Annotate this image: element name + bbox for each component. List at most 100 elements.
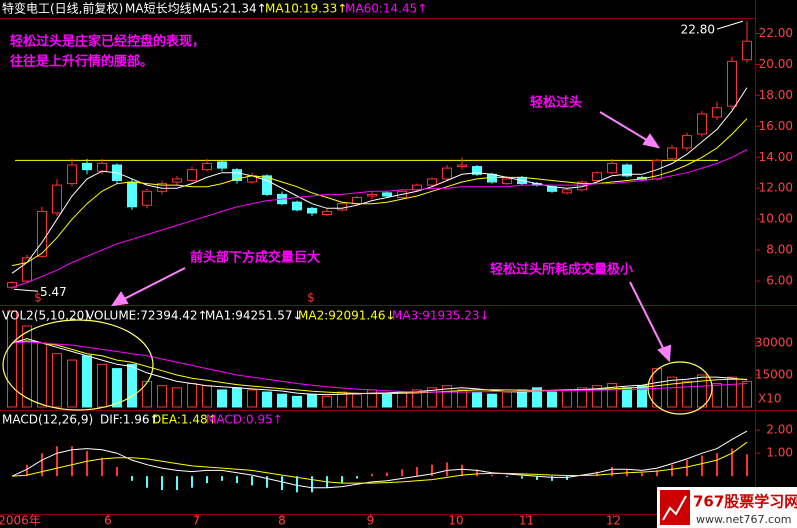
candle-body xyxy=(727,60,737,107)
candle-body xyxy=(97,162,107,172)
candle-body xyxy=(577,181,587,191)
ma-line xyxy=(11,338,748,396)
volume-bar xyxy=(742,380,752,408)
x-tick-label: 11 xyxy=(519,514,534,528)
candle-body xyxy=(562,189,572,194)
volume-bar xyxy=(457,389,467,408)
candle-body xyxy=(742,40,752,61)
volume-bar xyxy=(112,368,122,408)
legend-entry: MA60:14.45↑ xyxy=(345,2,427,16)
candle-body xyxy=(667,147,677,160)
volume-bar xyxy=(607,383,617,408)
legend-entry: MA10:19.33↑ xyxy=(265,2,347,16)
candle-body xyxy=(382,192,392,197)
annotation: 轻松过头是庄家已经控盘的表现， xyxy=(10,34,205,50)
volume-bar xyxy=(232,387,242,408)
watermark: 767股票学习网 www.net767.com xyxy=(657,487,797,528)
volume-bar xyxy=(622,387,632,408)
watermark-title: 767股票学习网 xyxy=(693,493,797,511)
y-tick-label: 15000 xyxy=(755,368,793,382)
ma-line xyxy=(11,441,748,484)
volume-bar xyxy=(247,389,257,408)
volume-bar xyxy=(37,342,47,408)
candle-body xyxy=(187,169,197,181)
volume-bar xyxy=(712,383,722,408)
x-tick-label: 6 xyxy=(104,514,112,528)
candle-body xyxy=(457,164,467,168)
watermark-url: www.net767.com xyxy=(696,513,792,526)
volume-bar xyxy=(187,383,197,408)
candle-body xyxy=(262,175,272,195)
y-tick-label: 10.00 xyxy=(759,212,793,226)
volume-bar xyxy=(202,385,212,408)
candle-body xyxy=(127,181,137,208)
candle-body xyxy=(142,190,152,206)
volume-bar xyxy=(97,363,107,408)
high-pointer xyxy=(716,20,744,30)
y-tick-label: 30000 xyxy=(755,336,793,350)
candle-body xyxy=(592,172,602,181)
volume-bar xyxy=(157,385,167,408)
volume-bar xyxy=(142,380,152,408)
current-volume: VOLUME:72394.42↑ xyxy=(86,309,208,323)
panel-title: VOL2(5,10,20) xyxy=(2,309,89,323)
candle-body xyxy=(337,203,347,211)
volume-bar xyxy=(127,363,137,408)
candle-body xyxy=(22,257,32,282)
candle-body xyxy=(82,162,92,171)
candle-body xyxy=(37,210,47,257)
volume-bar xyxy=(292,395,302,408)
volume-bar xyxy=(502,391,512,408)
candle-body xyxy=(427,178,437,186)
volume-bar xyxy=(307,393,317,408)
candle-body xyxy=(202,162,212,171)
legend-entry: MA1:94251.57↓ xyxy=(205,309,303,323)
volume-bar xyxy=(697,374,707,408)
volume-bar xyxy=(337,391,347,408)
marker: $ xyxy=(34,291,42,305)
legend-entry: MA3:91935.23↓ xyxy=(392,309,490,323)
x-tick-label: 10 xyxy=(448,514,463,528)
annotation: 往往是上升行情的腰部。 xyxy=(10,54,153,70)
candle-body xyxy=(67,164,77,185)
volume-bar xyxy=(52,353,62,408)
low-label: 5.47 xyxy=(40,285,67,299)
ma-line xyxy=(11,118,748,267)
indicator-name: MA短长均线 xyxy=(125,2,192,16)
volume-bar xyxy=(322,395,332,408)
volume-bar xyxy=(397,391,407,408)
y-tick-label: 1.00 xyxy=(766,446,793,460)
panel-title: MACD(12,26,9) xyxy=(2,413,93,427)
candle-body xyxy=(697,113,707,135)
volume-bar xyxy=(367,389,377,408)
candle-body xyxy=(352,197,362,205)
y-tick-label: 12.00 xyxy=(759,181,793,195)
volume-bar xyxy=(427,387,437,408)
legend-entry: MACD:0.95↑ xyxy=(206,413,283,427)
volume-bar xyxy=(667,376,677,408)
candle-body xyxy=(307,207,317,214)
volume-bar xyxy=(592,385,602,408)
volume-bar xyxy=(172,387,182,408)
candle-body xyxy=(622,164,632,177)
volume-bar xyxy=(382,393,392,408)
volume-bar xyxy=(577,387,587,408)
chart-title: 特变电工(日线,前复权) xyxy=(2,1,123,16)
arrows xyxy=(110,111,672,363)
x-tick-label: 12 xyxy=(606,514,621,528)
volume-bar xyxy=(682,380,692,408)
candle-body xyxy=(367,193,377,197)
volume-bar xyxy=(82,355,92,408)
unit-label: X10 xyxy=(758,392,782,406)
candle-body xyxy=(232,169,242,181)
candle-body xyxy=(292,201,302,211)
legend-entry: MA5:21.34↑ xyxy=(192,2,267,16)
volume-bar xyxy=(472,391,482,408)
annotation: 轻松过头 xyxy=(530,95,582,111)
x-tick-label: 7 xyxy=(193,514,201,528)
ma-line xyxy=(11,87,748,274)
volume-bar xyxy=(562,389,572,408)
ma-line xyxy=(11,340,747,395)
annotation: 轻松过头所耗成交量极小 xyxy=(490,262,633,278)
